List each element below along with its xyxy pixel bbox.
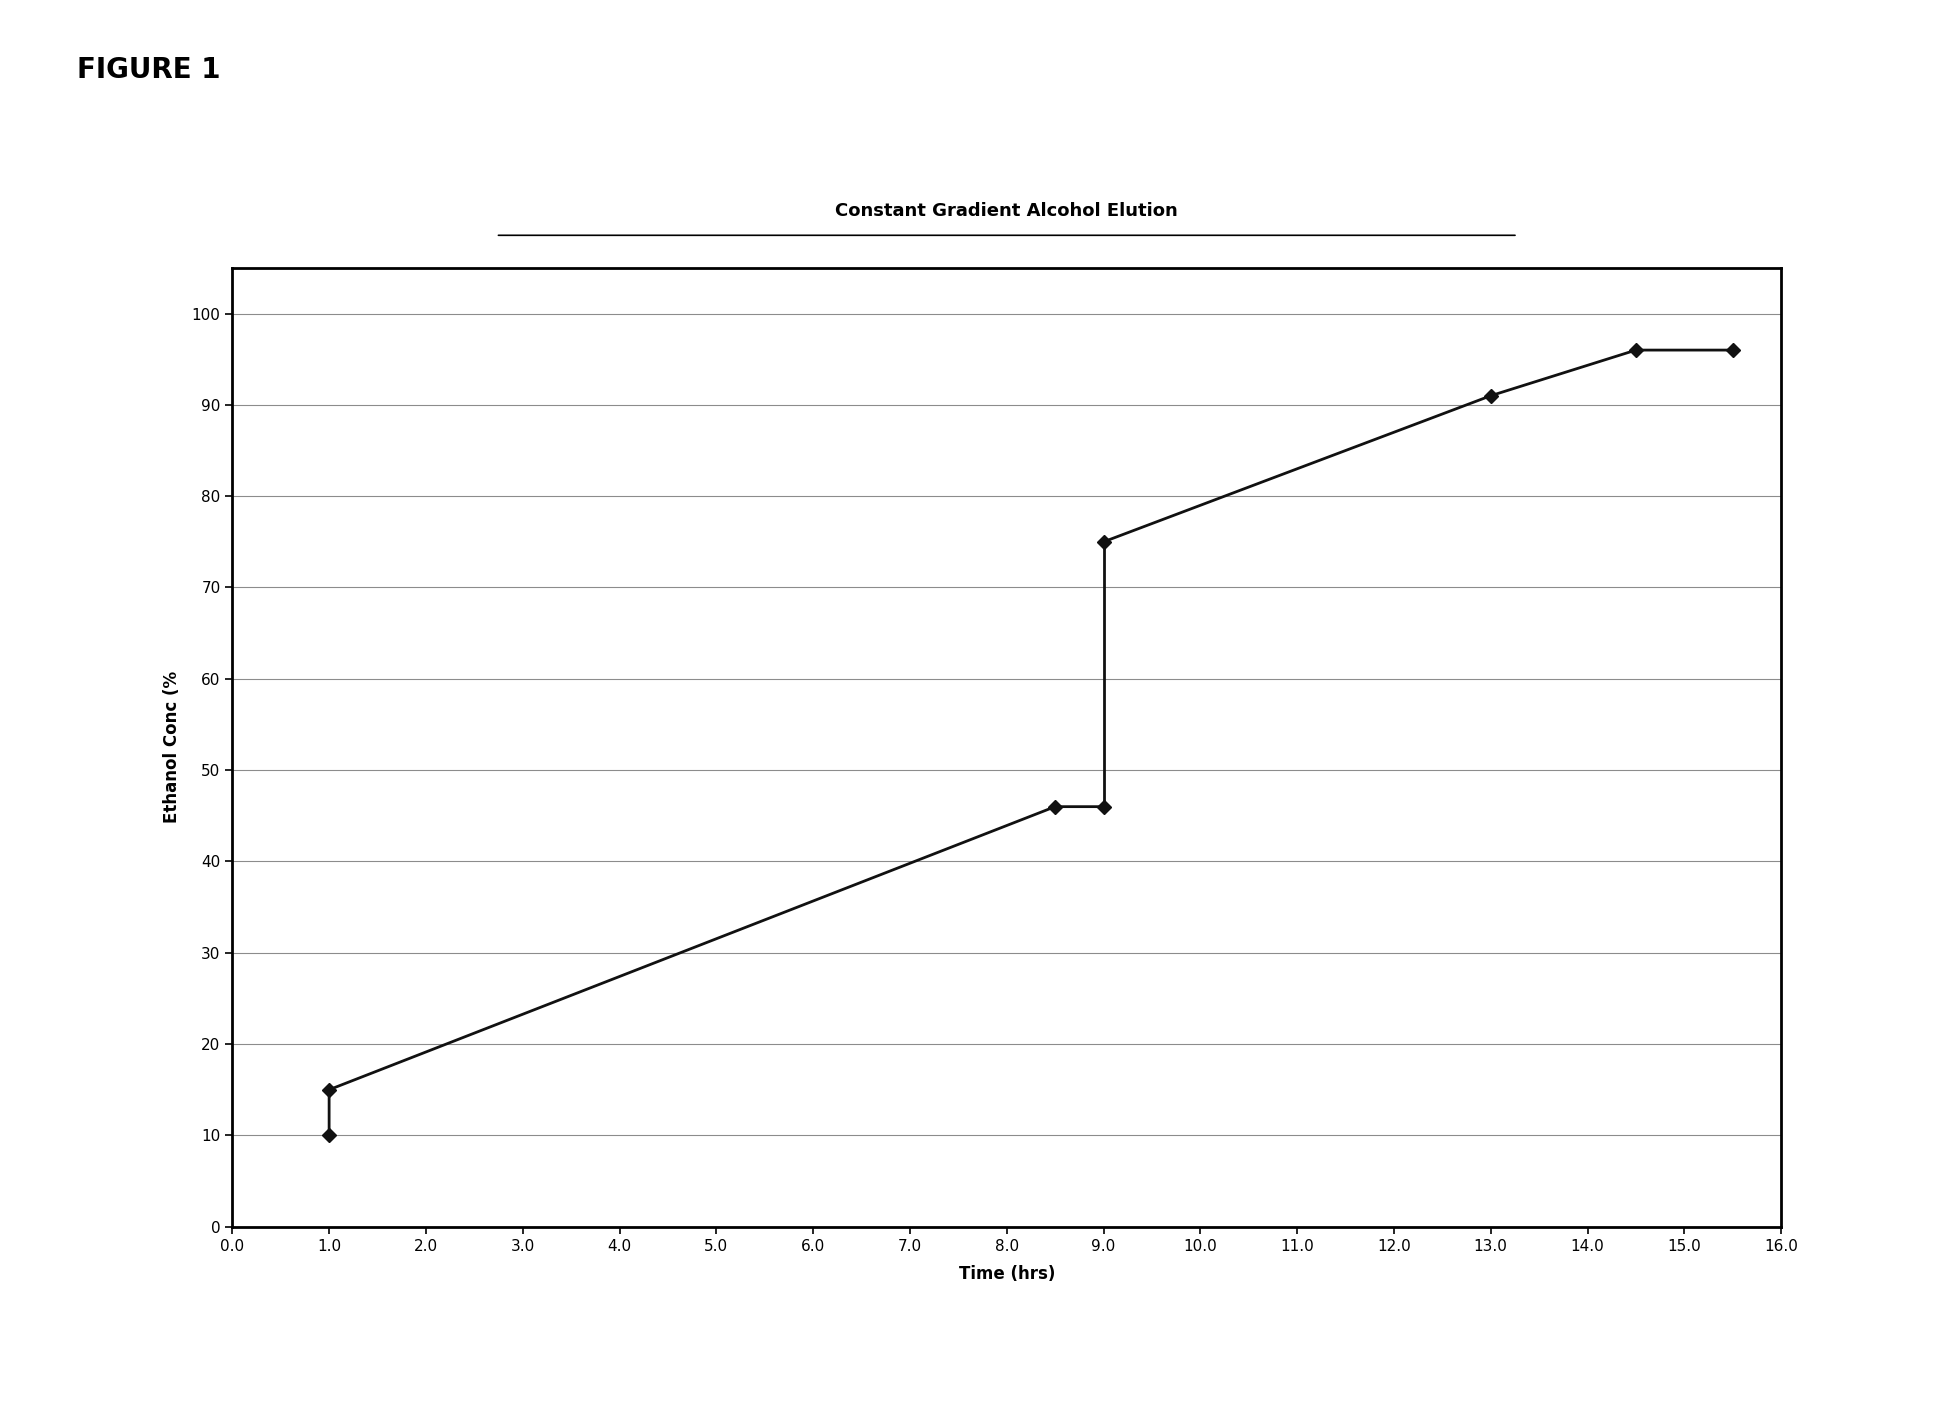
Text: Constant Gradient Alcohol Elution: Constant Gradient Alcohol Elution <box>834 202 1179 220</box>
X-axis label: Time (hrs): Time (hrs) <box>958 1265 1055 1283</box>
Y-axis label: Ethanol Conc (%: Ethanol Conc (% <box>163 671 180 823</box>
Text: FIGURE 1: FIGURE 1 <box>77 56 221 85</box>
